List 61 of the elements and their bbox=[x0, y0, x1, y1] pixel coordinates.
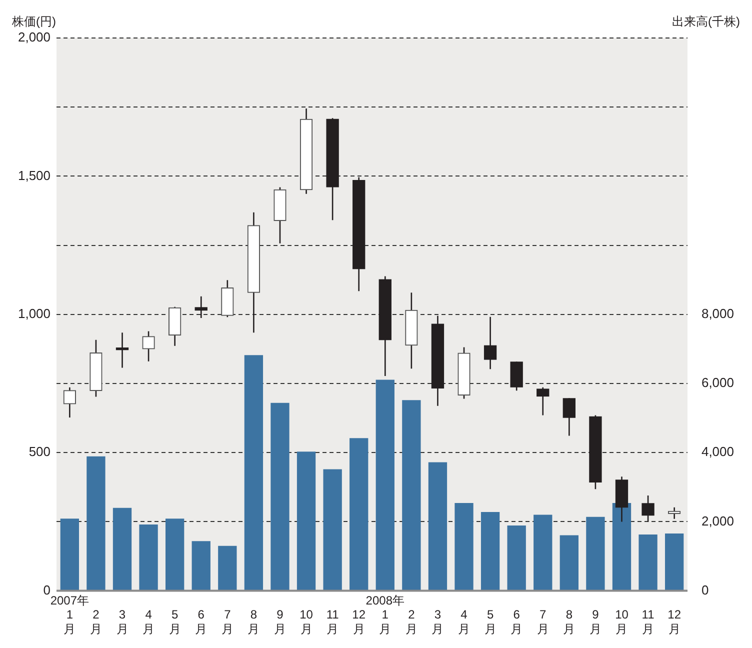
y2-axis-title: 出来高(千株) bbox=[672, 14, 740, 28]
x-tick-label: 5月 bbox=[168, 608, 181, 636]
bar bbox=[218, 546, 237, 591]
y-tick-label: 2,000 bbox=[18, 30, 51, 45]
text: 2007年 bbox=[50, 593, 90, 608]
x-tick-label: 10月 bbox=[300, 608, 314, 636]
y2-tick-label: 2,000 bbox=[701, 513, 734, 528]
x-tick-label: 9月 bbox=[589, 608, 602, 636]
x-tick-label: 9月 bbox=[274, 608, 286, 636]
text: 2008年 bbox=[366, 593, 404, 608]
bar bbox=[139, 524, 158, 591]
x-tick-label: 6月 bbox=[510, 608, 523, 636]
x-tick-label: 4月 bbox=[458, 608, 470, 636]
x-tick-label: 5月 bbox=[484, 608, 496, 636]
bar bbox=[454, 503, 474, 591]
y2-tick-label: 6,000 bbox=[701, 375, 734, 390]
x-tick-label: 11月 bbox=[326, 608, 340, 636]
y2-tick-label: 0 bbox=[701, 582, 709, 598]
x-tick-label: 12月 bbox=[352, 608, 366, 636]
x-tick-label: 2月 bbox=[405, 608, 418, 636]
y-tick-label: 0 bbox=[43, 582, 51, 598]
y-axis-title: 株価(円) bbox=[11, 14, 56, 28]
x-tick-label: 4月 bbox=[142, 608, 155, 636]
x-tick-label: 3月 bbox=[432, 608, 444, 636]
y2-tick-label: 4,000 bbox=[701, 444, 734, 460]
x-tick-label: 6月 bbox=[195, 608, 208, 636]
x-tick-label: 3月 bbox=[116, 608, 128, 636]
bar bbox=[270, 402, 290, 591]
bar bbox=[428, 462, 448, 591]
x-tick-label: 8月 bbox=[563, 608, 576, 636]
x-tick-label: 1月 bbox=[379, 608, 392, 636]
x-tick-label: 7月 bbox=[536, 608, 549, 636]
bar bbox=[560, 535, 578, 591]
x-tick-label: 10月 bbox=[615, 608, 629, 636]
bar bbox=[323, 469, 342, 591]
bar bbox=[112, 508, 132, 591]
bar bbox=[402, 400, 421, 591]
y-tick-label: 1,500 bbox=[18, 168, 51, 183]
x-tick-label: 2月 bbox=[90, 608, 102, 636]
bar bbox=[534, 514, 552, 591]
x-tick-label: 12月 bbox=[668, 608, 682, 636]
y-tick-label: 1,000 bbox=[18, 306, 51, 321]
bar bbox=[638, 534, 658, 591]
x-tick-label: 7月 bbox=[221, 608, 234, 636]
bar bbox=[507, 526, 526, 591]
bar bbox=[376, 380, 394, 591]
bar bbox=[60, 518, 80, 591]
bar bbox=[86, 456, 106, 591]
bar bbox=[350, 438, 368, 591]
bar bbox=[586, 516, 605, 591]
bar bbox=[166, 518, 184, 591]
y-tick-label: 500 bbox=[28, 444, 51, 460]
x-tick-label: 8月 bbox=[248, 608, 260, 636]
bar bbox=[480, 512, 500, 591]
y2-tick-label: 8,000 bbox=[701, 306, 734, 321]
x-tick-label: 11月 bbox=[642, 608, 655, 636]
bar bbox=[296, 452, 316, 591]
bar bbox=[192, 541, 210, 591]
x-tick-label: 1月 bbox=[64, 608, 76, 636]
bar bbox=[244, 355, 264, 591]
bar bbox=[664, 533, 684, 591]
